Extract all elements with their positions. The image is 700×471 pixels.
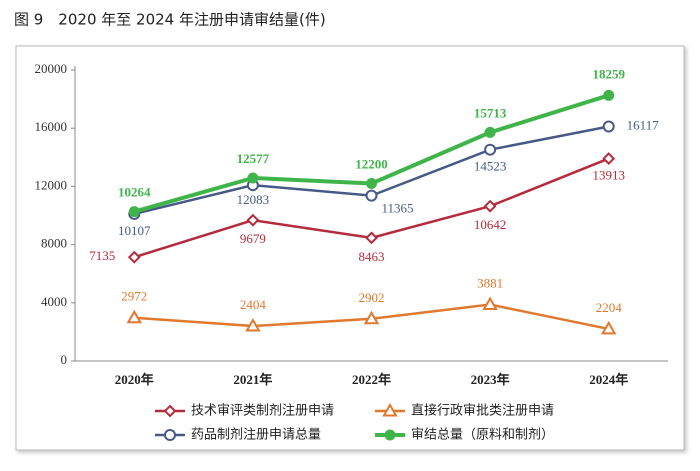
chart-frame	[15, 45, 685, 451]
marker	[600, 320, 617, 335]
legend-marker	[164, 429, 176, 441]
data-label: 10107	[118, 223, 151, 238]
data-label: 10264	[118, 185, 151, 200]
data-label: 7135	[89, 248, 115, 263]
marker	[363, 310, 380, 325]
y-tick-label: 20000	[35, 61, 68, 76]
marker	[366, 177, 377, 189]
data-label: 2902	[359, 290, 385, 305]
marker	[603, 89, 615, 101]
marker	[245, 318, 261, 332]
chart-title: 图 9 2020 年至 2024 年注册申请审结量(件)	[14, 11, 326, 29]
x-tick-label: 2020年	[115, 372, 154, 387]
data-label: 3881	[477, 276, 503, 291]
legend-label: 审结总量（原料和制剂）	[411, 428, 554, 443]
legend-label: 技术审评类制剂注册申请	[191, 404, 334, 419]
data-label: 14523	[474, 159, 507, 174]
data-label: 16117	[627, 117, 660, 132]
legend-label: 直接行政审批类注册申请	[411, 403, 554, 419]
data-label: 12577	[237, 151, 270, 166]
data-label: 2972	[121, 289, 147, 304]
y-tick-label: 16000	[35, 119, 68, 134]
legend-marker	[382, 402, 398, 417]
data-label: 12200	[355, 156, 388, 171]
data-label: 11365	[381, 201, 413, 216]
data-label: 2404	[240, 297, 267, 312]
marker	[247, 172, 259, 184]
y-tick-label: 0	[61, 352, 68, 367]
data-label: 12083	[237, 192, 270, 207]
y-tick-label: 8000	[41, 236, 67, 251]
legend-marker	[384, 429, 396, 441]
data-label: 15713	[474, 105, 507, 120]
marker	[483, 199, 497, 213]
marker	[482, 296, 498, 311]
legend-label: 药品制剂注册申请总量	[191, 428, 321, 443]
marker	[126, 309, 143, 324]
data-label: 18259	[592, 66, 625, 81]
x-tick-label: 2021年	[233, 372, 272, 387]
marker	[127, 250, 141, 264]
marker	[602, 152, 616, 165]
marker	[128, 206, 140, 218]
marker	[365, 231, 378, 245]
data-label: 10642	[474, 217, 507, 232]
data-label: 2204	[596, 300, 623, 315]
marker	[602, 120, 615, 133]
x-tick-label: 2024年	[589, 372, 628, 387]
legend-marker	[163, 404, 177, 418]
marker	[246, 213, 260, 227]
data-label: 13913	[592, 168, 625, 183]
y-tick-label: 4000	[41, 294, 67, 309]
data-label: 9679	[240, 231, 266, 246]
marker	[365, 189, 378, 202]
marker	[484, 143, 497, 156]
y-tick-label: 12000	[35, 177, 68, 192]
data-label: 8463	[359, 249, 385, 264]
x-tick-label: 2022年	[352, 372, 391, 387]
marker	[484, 126, 496, 138]
x-tick-label: 2023年	[471, 372, 510, 387]
